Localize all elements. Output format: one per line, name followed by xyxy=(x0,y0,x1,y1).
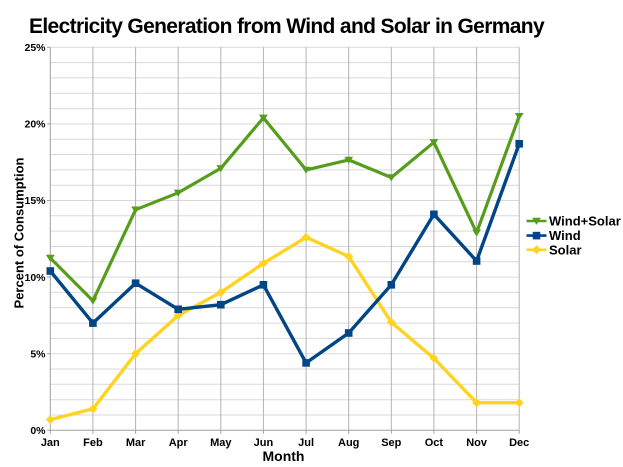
svg-text:May: May xyxy=(210,437,232,449)
svg-text:20%: 20% xyxy=(24,119,46,131)
svg-text:10%: 10% xyxy=(24,272,46,284)
svg-text:Apr: Apr xyxy=(169,437,189,449)
svg-text:Nov: Nov xyxy=(466,437,488,449)
svg-text:Wind+Solar: Wind+Solar xyxy=(549,214,621,229)
svg-text:Dec: Dec xyxy=(509,437,529,449)
svg-text:0%: 0% xyxy=(30,425,46,437)
svg-text:Electricity Generation from Wi: Electricity Generation from Wind and Sol… xyxy=(29,15,545,38)
svg-text:Wind: Wind xyxy=(549,228,581,243)
svg-text:Mar: Mar xyxy=(126,437,146,449)
svg-text:5%: 5% xyxy=(30,348,46,360)
svg-text:Sep: Sep xyxy=(381,437,401,449)
svg-text:15%: 15% xyxy=(24,195,46,207)
svg-text:Aug: Aug xyxy=(338,437,359,449)
svg-text:Jun: Jun xyxy=(254,437,274,449)
svg-text:Feb: Feb xyxy=(83,437,103,449)
svg-text:Jan: Jan xyxy=(41,437,60,449)
svg-text:Month: Month xyxy=(263,448,305,464)
svg-text:Jul: Jul xyxy=(298,437,314,449)
svg-text:25%: 25% xyxy=(24,42,46,54)
svg-text:Solar: Solar xyxy=(549,242,582,257)
svg-text:Oct: Oct xyxy=(425,437,444,449)
svg-text:Percent of Consumption: Percent of Consumption xyxy=(12,157,27,308)
